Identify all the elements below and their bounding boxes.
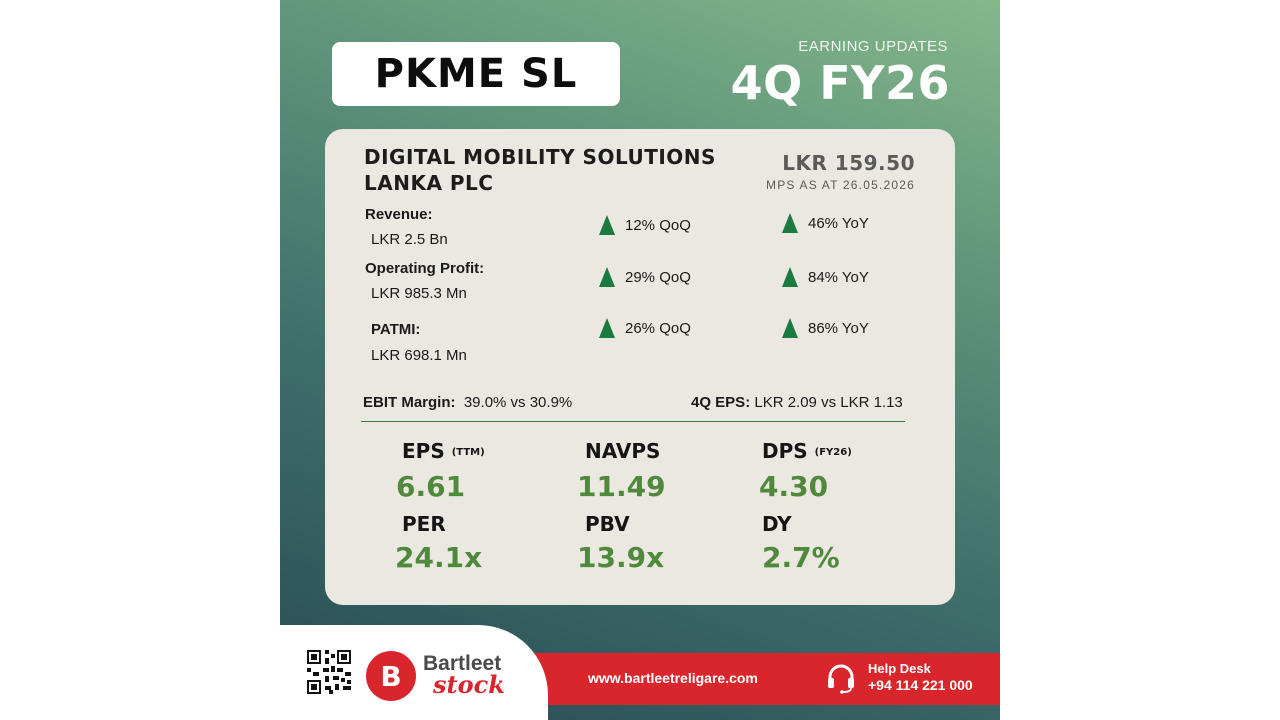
period-title: 4Q FY26 [730, 56, 950, 110]
quarter-eps-value: LKR 2.09 vs LKR 1.13 [754, 394, 903, 411]
market-price-note: MPS AS AT 26.05.2026 [766, 178, 915, 192]
navps-value: 11.49 [577, 470, 666, 503]
eps-label-sub: (TTM) [451, 447, 485, 458]
quarter-eps-label: 4Q EPS: [691, 394, 751, 411]
operating-profit-qoq-text: 29% QoQ [625, 268, 691, 286]
revenue-yoy: 46% YoY [782, 213, 869, 233]
up-arrow-icon [599, 318, 615, 338]
company-name: DIGITAL MOBILITY SOLUTIONS LANKA PLC [364, 144, 716, 196]
earnings-poster: PKME SL EARNING UPDATES 4Q FY26 DIGITAL … [280, 0, 1000, 720]
per-value: 24.1x [395, 541, 483, 574]
footer: B Bartleet stock www.bartleetreligare.co… [280, 625, 1000, 720]
navps-label-text: NAVPS [585, 439, 661, 463]
dy-value: 2.7% [762, 541, 840, 574]
eps-value: 6.61 [396, 470, 466, 503]
website-link[interactable]: www.bartleetreligare.com [588, 670, 758, 686]
help-desk-phone[interactable]: +94 114 221 000 [868, 677, 973, 693]
dps-label-sub: (FY26) [814, 447, 852, 458]
eps-label-text: EPS [402, 439, 445, 463]
divider [361, 421, 905, 422]
revenue-qoq: 12% QoQ [599, 215, 691, 235]
patmi-yoy: 86% YoY [782, 318, 869, 338]
ebit-margin: EBIT Margin: 39.0% vs 30.9% [363, 394, 572, 411]
ebit-margin-value: 39.0% vs 30.9% [463, 394, 573, 411]
up-arrow-icon [599, 267, 615, 287]
dps-value: 4.30 [759, 470, 829, 503]
earning-updates-label: EARNING UPDATES [798, 38, 948, 55]
patmi-qoq-text: 26% QoQ [625, 319, 691, 337]
up-arrow-icon [782, 267, 798, 287]
per-label: PER [402, 512, 446, 536]
company-name-line2: LANKA PLC [364, 171, 494, 195]
up-arrow-icon [599, 215, 615, 235]
revenue-qoq-text: 12% QoQ [625, 216, 691, 234]
company-name-line1: DIGITAL MOBILITY SOLUTIONS [364, 145, 716, 169]
summary-card: DIGITAL MOBILITY SOLUTIONS LANKA PLC LKR… [325, 129, 955, 605]
eps-label: EPS (TTM) [402, 439, 485, 463]
ticker-symbol: PKME SL [374, 51, 578, 97]
navps-label: NAVPS [585, 439, 660, 463]
brand-sub: stock [433, 670, 505, 699]
dps-label: DPS (FY26) [762, 439, 852, 463]
footer-red-band [480, 653, 1000, 705]
market-price: LKR 159.50 [782, 151, 915, 175]
quarter-eps: 4Q EPS: LKR 2.09 vs LKR 1.13 [691, 394, 903, 411]
headset-icon [828, 664, 854, 694]
dy-label-text: DY [762, 512, 792, 536]
patmi-yoy-text: 86% YoY [808, 319, 869, 337]
pbv-label: PBV [585, 512, 630, 536]
revenue-yoy-text: 46% YoY [808, 214, 869, 232]
operating-profit-yoy-text: 84% YoY [808, 268, 869, 286]
dps-label-text: DPS [762, 439, 808, 463]
help-desk-label: Help Desk [868, 661, 931, 676]
bartleet-logo-icon: B [366, 651, 416, 701]
qr-code-icon[interactable] [305, 648, 353, 696]
patmi-label: PATMI: [371, 321, 421, 338]
pbv-label-text: PBV [585, 512, 630, 536]
up-arrow-icon [782, 213, 798, 233]
revenue-label: Revenue: [365, 206, 433, 223]
ticker-box: PKME SL [332, 42, 620, 106]
brand-name: Bartleet [423, 652, 502, 675]
up-arrow-icon [782, 318, 798, 338]
operating-profit-yoy: 84% YoY [782, 267, 869, 287]
per-label-text: PER [402, 512, 446, 536]
operating-profit-qoq: 29% QoQ [599, 267, 691, 287]
pbv-value: 13.9x [577, 541, 665, 574]
operating-profit-value: LKR 985.3 Mn [371, 285, 467, 302]
ebit-margin-label: EBIT Margin: [363, 394, 456, 411]
revenue-value: LKR 2.5 Bn [371, 231, 448, 248]
dy-label: DY [762, 512, 792, 536]
patmi-value: LKR 698.1 Mn [371, 347, 467, 364]
patmi-qoq: 26% QoQ [599, 318, 691, 338]
operating-profit-label: Operating Profit: [365, 260, 485, 277]
